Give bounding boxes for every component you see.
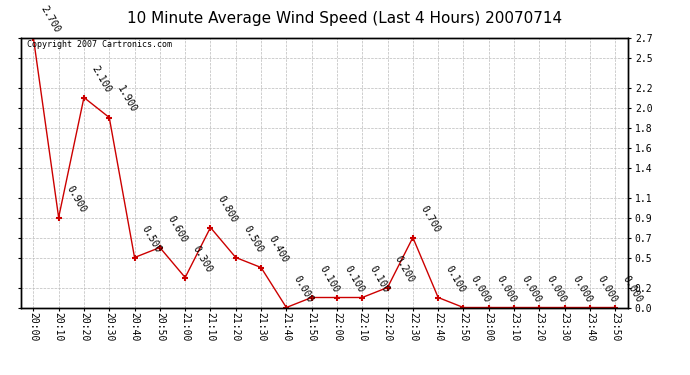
Text: 0.000: 0.000 (469, 274, 493, 305)
Text: 0.000: 0.000 (520, 274, 543, 305)
Text: 0.000: 0.000 (570, 274, 593, 305)
Text: 0.300: 0.300 (190, 244, 214, 275)
Text: 0.800: 0.800 (216, 194, 239, 225)
Text: 2.700: 2.700 (39, 4, 62, 35)
Text: 0.500: 0.500 (140, 224, 164, 255)
Text: 0.000: 0.000 (595, 274, 619, 305)
Text: 0.000: 0.000 (621, 274, 644, 305)
Text: 1.900: 1.900 (115, 84, 138, 115)
Text: 0.500: 0.500 (241, 224, 265, 255)
Text: Copyright 2007 Cartronics.com: Copyright 2007 Cartronics.com (27, 40, 172, 49)
Text: 10 Minute Average Wind Speed (Last 4 Hours) 20070714: 10 Minute Average Wind Speed (Last 4 Hou… (128, 11, 562, 26)
Text: 0.100: 0.100 (368, 264, 391, 295)
Text: 0.000: 0.000 (494, 274, 518, 305)
Text: 0.100: 0.100 (342, 264, 366, 295)
Text: 0.700: 0.700 (418, 204, 442, 235)
Text: 0.100: 0.100 (317, 264, 341, 295)
Text: 0.200: 0.200 (393, 254, 417, 285)
Text: 0.000: 0.000 (545, 274, 569, 305)
Text: 0.000: 0.000 (292, 274, 315, 305)
Text: 0.900: 0.900 (64, 184, 88, 215)
Text: 0.600: 0.600 (166, 214, 189, 245)
Text: 0.100: 0.100 (444, 264, 467, 295)
Text: 0.400: 0.400 (266, 234, 290, 265)
Text: 2.100: 2.100 (90, 64, 113, 95)
